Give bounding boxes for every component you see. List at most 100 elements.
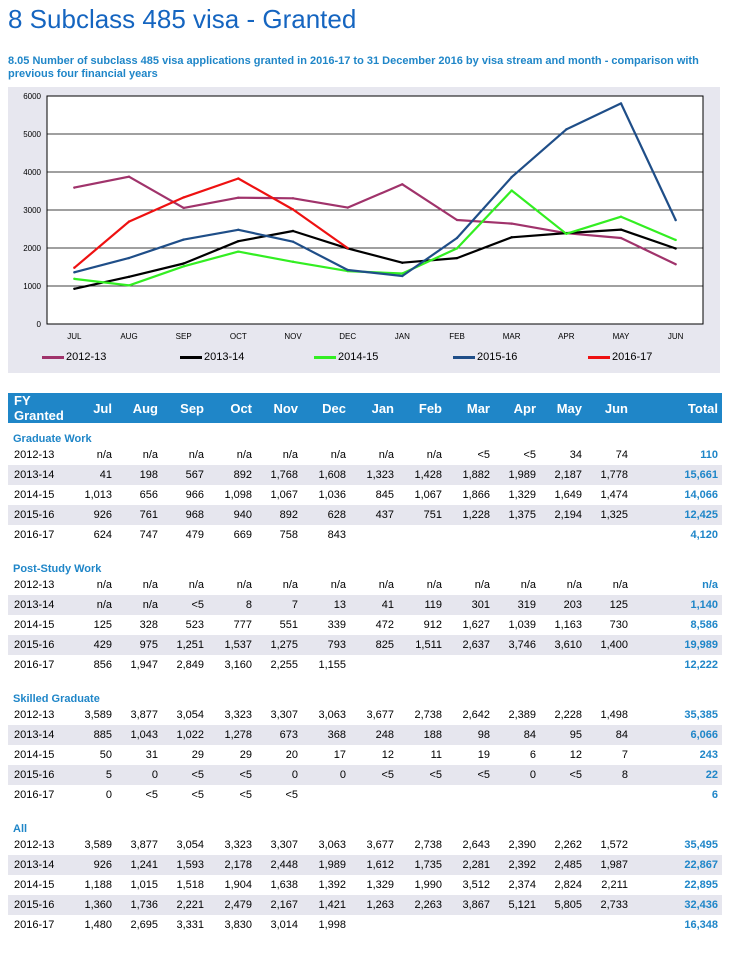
x-tick-label: MAR	[503, 332, 521, 341]
table-cell: <5	[208, 765, 256, 785]
table-row: 2012-13 n/a n/a n/a n/a n/a n/a n/a n/a <5 <5 34 74 1…	[8, 445, 722, 465]
table-cell: 751	[398, 505, 446, 525]
table-cell: 761	[116, 505, 162, 525]
table-cell: 31	[145, 749, 158, 761]
total-cell: 8,586	[690, 619, 718, 631]
table-cell: 1,013	[84, 489, 112, 501]
table-cell: 1,989	[494, 465, 540, 485]
table-row: 2015-16 1,360 1,736 2,221 2,479 2,167 1,421 1,2…	[8, 895, 722, 915]
table-cell: 13	[302, 595, 350, 615]
table-cell	[398, 525, 446, 545]
table-cell: 1,263	[350, 895, 398, 915]
table-cell: <5	[162, 765, 208, 785]
row-label: 2013-14	[8, 855, 74, 875]
section-title: All	[13, 823, 28, 835]
total-cell: 22,895	[684, 879, 718, 891]
table-cell: 328	[139, 619, 158, 631]
row-label: 2012-13	[14, 839, 55, 851]
table-cell: 1,498	[600, 709, 628, 721]
column-header: FY Granted	[8, 393, 74, 423]
table-cell: n/a	[96, 449, 112, 461]
table-cell: 198	[116, 465, 162, 485]
table-row: 2016-17 856 1,947 2,849 3,160 2,255 1,155 12,22…	[8, 655, 722, 675]
table-cell: 119	[398, 595, 446, 615]
table-cell: 1,155	[318, 659, 346, 671]
table-cell: 1,188	[84, 879, 112, 891]
total-cell: 14,066	[684, 489, 718, 501]
table-cell	[586, 655, 632, 675]
data-point-2014-15	[674, 238, 677, 242]
table-cell	[586, 915, 632, 935]
series-line-2015-16	[74, 102, 677, 278]
table-cell: 29	[239, 749, 252, 761]
total-cell: 22,867	[632, 855, 722, 875]
total-cell: 32,436	[632, 895, 722, 915]
table-cell: 1,768	[256, 465, 302, 485]
table-cell: n/a	[426, 449, 442, 461]
data-point-2015-16	[674, 218, 677, 222]
table-cell: n/a	[188, 449, 204, 461]
table-cell: 1,360	[74, 895, 116, 915]
total-cell: 12,425	[632, 505, 722, 525]
table-cell	[446, 655, 494, 675]
data-point-2015-16	[127, 256, 131, 260]
table-cell: 845	[375, 489, 394, 501]
data-point-2015-16	[237, 228, 240, 231]
table-cell: 29	[191, 749, 204, 761]
table-cell	[398, 785, 446, 805]
table-cell: 926	[74, 855, 116, 875]
data-point-2013-14	[291, 229, 295, 233]
data-point-2014-15	[510, 189, 513, 192]
row-label: 2016-17	[14, 529, 55, 541]
legend-item: 2016-17	[588, 351, 652, 363]
table-cell: 2,448	[256, 855, 302, 875]
table-cell: 1,572	[600, 839, 628, 851]
data-point-2013-14	[619, 228, 623, 231]
table-cell: 1,612	[350, 855, 398, 875]
table-cell: 523	[185, 619, 204, 631]
data-point-2012-13	[401, 183, 404, 186]
table-cell: <5	[239, 789, 252, 801]
table-cell: <5	[446, 765, 494, 785]
table-cell: 2,849	[176, 659, 204, 671]
table-cell	[446, 525, 494, 545]
table-cell: 624	[93, 529, 112, 541]
table-cell: 1,511	[398, 635, 446, 655]
table-row: 2015-16 429 975 1,251 1,537 1,275 793 825 1,511 2…	[8, 635, 722, 655]
table-cell: 0	[494, 765, 540, 785]
data-point-2012-13	[510, 222, 513, 225]
table-row: 2013-14 885 1,043 1,022 1,278 673 368 248 188 98 8…	[8, 725, 722, 745]
table-cell: 1,649	[554, 489, 582, 501]
table-cell: 84	[494, 725, 540, 745]
table-cell: 2,178	[208, 855, 256, 875]
total-cell: 110	[700, 449, 718, 461]
legend-label: 2016-17	[612, 351, 653, 363]
table-cell: n/a	[236, 579, 252, 591]
total-cell: 15,661	[632, 465, 722, 485]
table-cell: 777	[233, 619, 252, 631]
data-point-2015-16	[619, 102, 623, 105]
chart-legend: 2012-13 2013-14 2014-15 2015-16 2016-17	[28, 351, 718, 367]
table-cell: 912	[423, 619, 442, 631]
table-cell: 1,043	[116, 725, 162, 745]
table-cell: 437	[350, 505, 398, 525]
table-cell: 1,882	[446, 465, 494, 485]
table-cell: 3,512	[462, 879, 490, 891]
column-header: Total	[632, 393, 722, 423]
table-cell: 1,608	[302, 465, 350, 485]
table-row: 2016-17 0 <5 <5 <5 <5 6	[8, 785, 722, 805]
table-cell	[586, 785, 632, 805]
x-tick-label: JUN	[668, 332, 684, 341]
table-row: 2013-14 41 198 567 892 1,768 1,608 1,323 1,428 1,…	[8, 465, 722, 485]
data-point-2013-14	[455, 256, 459, 260]
table-cell: 1,163	[554, 619, 582, 631]
table-cell: 2,167	[256, 895, 302, 915]
column-header: Aug	[116, 393, 162, 423]
table-cell: 1,990	[414, 879, 442, 891]
table-cell: 843	[327, 529, 346, 541]
table-cell: 1,329	[366, 879, 394, 891]
table-cell: 940	[208, 505, 256, 525]
data-point-2015-16	[291, 240, 295, 243]
table-cell: <5	[191, 789, 204, 801]
table-cell: 3,746	[494, 635, 540, 655]
